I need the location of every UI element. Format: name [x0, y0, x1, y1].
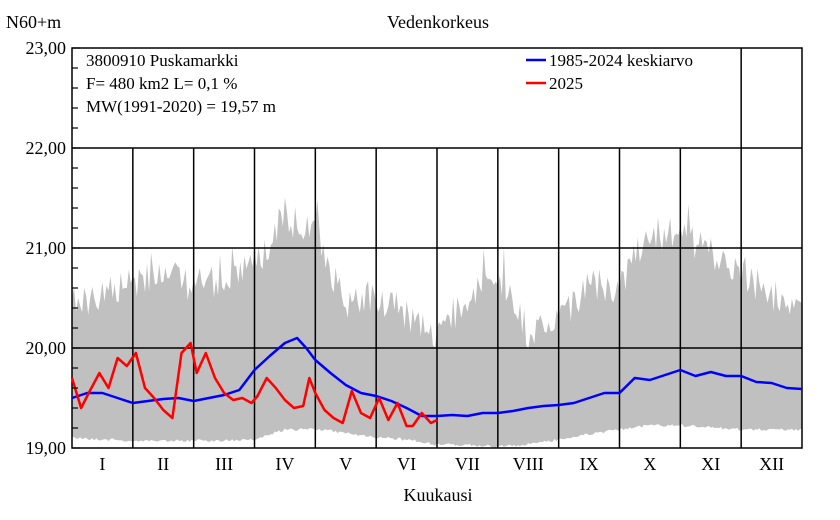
month-label: X [643, 454, 656, 474]
y-axis-label: N60+m [6, 12, 61, 32]
station-info-line: MW(1991-2020) = 19,57 m [86, 97, 276, 116]
station-info-line: F= 480 km2 L= 0,1 % [86, 74, 237, 93]
y-tick-label: 23,00 [26, 38, 67, 58]
month-label: II [157, 454, 169, 474]
month-label: III [215, 454, 233, 474]
series-line-2025 [70, 341, 438, 428]
y-tick-label: 21,00 [26, 238, 67, 258]
legend-label-2025: 2025 [549, 74, 583, 93]
legend: 1985-2024 keskiarvo 2025 [526, 51, 693, 93]
y-tick-label: 20,00 [26, 338, 67, 358]
station-info: 3800910 Puskamarkki F= 480 km2 L= 0,1 % … [86, 51, 276, 116]
month-label: IV [275, 454, 294, 474]
station-info-line: 3800910 Puskamarkki [86, 51, 239, 70]
month-label: V [339, 454, 352, 474]
month-label: VI [397, 454, 416, 474]
y-tick-label: 19,00 [26, 438, 67, 458]
month-label: XII [759, 454, 784, 474]
series-lines [70, 336, 803, 428]
legend-label-average: 1985-2024 keskiarvo [549, 51, 693, 70]
x-axis-label: Kuukausi [404, 485, 473, 505]
chart-title: Vedenkorkeus [387, 12, 489, 32]
y-tick-label: 22,00 [26, 138, 67, 158]
x-axis-ticks: I II III IV V VI VII VIII IX X XI XII [99, 454, 784, 474]
y-axis-ticks: 19,00 20,00 21,00 22,00 23,00 [26, 38, 80, 458]
month-label: I [99, 454, 105, 474]
series-line-average [71, 336, 803, 418]
month-label: IX [580, 454, 599, 474]
month-label: XI [701, 454, 720, 474]
month-label: VIII [513, 454, 544, 474]
month-label: VII [455, 454, 480, 474]
